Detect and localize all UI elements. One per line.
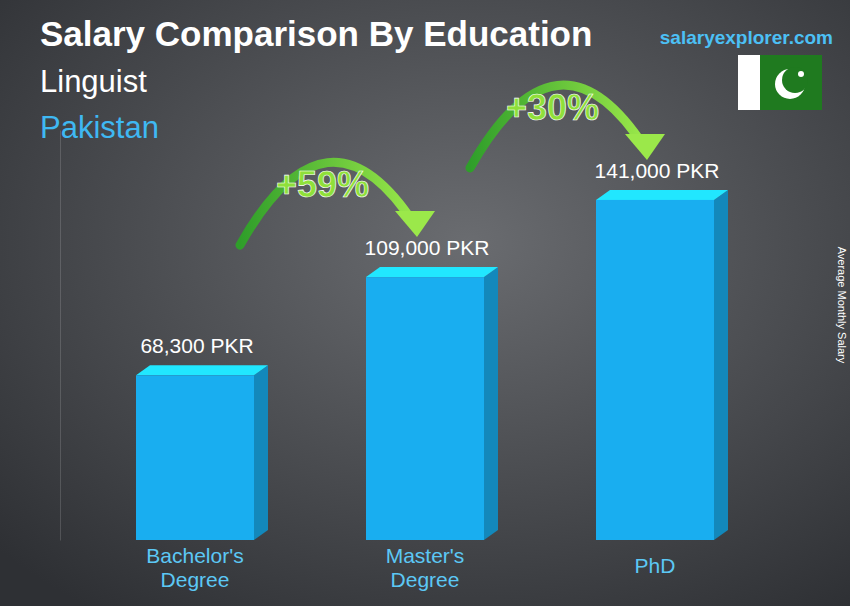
flag bbox=[738, 55, 822, 110]
x-tick: Master'sDegree bbox=[386, 544, 465, 591]
bar-group bbox=[366, 267, 498, 540]
plot-area bbox=[136, 190, 728, 540]
background bbox=[0, 0, 850, 606]
x-tick: Bachelor'sDegree bbox=[146, 544, 243, 591]
chart: 68,300 PKR 109,000 PKR 141,000 PKR Bachelor… bbox=[0, 0, 850, 606]
bar-top bbox=[366, 267, 498, 277]
x-tick-label: Bachelor'sDegree bbox=[146, 544, 243, 591]
flag-part bbox=[738, 55, 760, 110]
x-axis: Bachelor'sDegree Master'sDegree PhD bbox=[146, 544, 675, 591]
data-label: 141,000 PKR bbox=[595, 159, 720, 182]
title: Salary Comparison By Education bbox=[40, 14, 592, 53]
bar-side bbox=[254, 365, 268, 540]
bar-side bbox=[484, 267, 498, 540]
flag-part bbox=[798, 71, 804, 77]
annotation-arrow bbox=[470, 85, 665, 168]
annotation-arrow bbox=[240, 162, 435, 245]
y-axis bbox=[60, 131, 61, 541]
bar bbox=[366, 277, 484, 540]
location: Pakistan bbox=[40, 110, 159, 145]
y-axis-line bbox=[60, 131, 61, 541]
annotation: +59% bbox=[276, 164, 369, 205]
arrow-arc bbox=[240, 162, 415, 245]
arrow-head bbox=[395, 211, 435, 237]
bar-top bbox=[596, 190, 728, 200]
x-tick-label: PhD bbox=[635, 554, 676, 577]
data-label: 109,000 PKR bbox=[365, 236, 490, 259]
bar-top bbox=[136, 365, 268, 375]
x-tick: PhD bbox=[635, 554, 676, 577]
bar-group bbox=[136, 365, 268, 540]
flag-part bbox=[782, 67, 808, 93]
bar bbox=[596, 200, 714, 540]
annotation: +30% bbox=[506, 87, 599, 128]
y-axis-title: Average Monthly Salary bbox=[836, 247, 848, 364]
bar bbox=[136, 375, 254, 540]
subtitle: Linguist bbox=[40, 64, 147, 99]
bar-side bbox=[714, 190, 728, 540]
arrow-arc bbox=[470, 85, 645, 168]
arrow-head bbox=[625, 134, 665, 160]
source: salaryexplorer.com bbox=[660, 27, 833, 48]
data-label: 68,300 PKR bbox=[140, 334, 253, 357]
flag-part bbox=[760, 55, 822, 110]
x-tick-label: Master'sDegree bbox=[386, 544, 465, 591]
bar-group bbox=[596, 190, 728, 540]
